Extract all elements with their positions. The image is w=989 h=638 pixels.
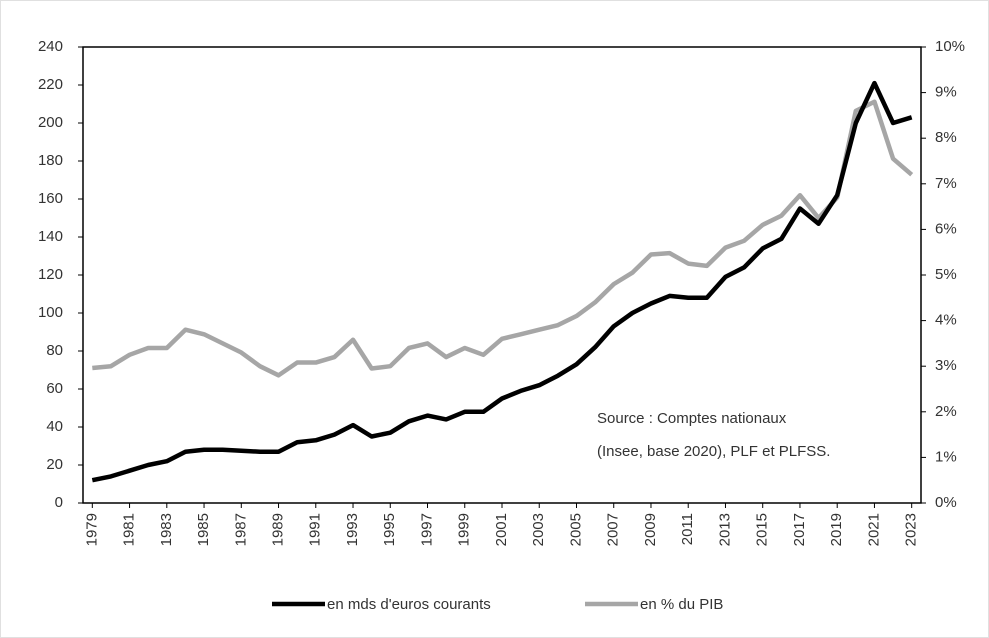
y2-tick-label: 1% (935, 448, 957, 465)
legend-label: en % du PIB (640, 596, 723, 613)
x-tick-label: 2021 (865, 513, 882, 546)
x-tick-label: 2005 (567, 513, 584, 546)
x-tick-label: 2001 (493, 513, 510, 546)
y-tick-label: 0 (55, 494, 63, 511)
y-tick-label: 160 (38, 190, 63, 207)
y2-tick-label: 2% (935, 403, 957, 420)
y-tick-label: 120 (38, 266, 63, 283)
y-tick-label: 220 (38, 76, 63, 93)
x-tick-label: 1989 (270, 513, 287, 546)
y2-tick-label: 7% (935, 175, 957, 192)
x-tick-label: 2019 (828, 513, 845, 546)
y-tick-label: 40 (46, 418, 63, 435)
y2-tick-label: 4% (935, 312, 957, 329)
series-line (91, 80, 913, 483)
x-tick-label: 2015 (754, 513, 771, 546)
y2-tick-label: 8% (935, 129, 957, 146)
x-tick-label: 2011 (679, 513, 696, 545)
x-tick-label: 2013 (716, 513, 733, 546)
x-tick-label: 1981 (121, 513, 138, 546)
legend-label: en mds d'euros courants (327, 596, 491, 613)
y2-tick-label: 3% (935, 357, 957, 374)
series-line (92, 99, 914, 378)
x-tick-label: 1997 (418, 513, 435, 546)
y2-tick-label: 6% (935, 220, 957, 237)
x-tick-label: 2009 (642, 513, 659, 546)
x-tick-label: 1985 (195, 513, 212, 546)
y-tick-label: 240 (38, 38, 63, 55)
x-tick-label: 2003 (530, 513, 547, 546)
x-tick-label: 1995 (381, 513, 398, 546)
y-tick-label: 20 (46, 456, 63, 473)
x-tick-label: 1999 (456, 513, 473, 546)
x-tick-label: 1979 (83, 513, 100, 546)
y-tick-label: 60 (46, 380, 63, 397)
x-tick-label: 2007 (605, 513, 622, 546)
x-tick-label: 1993 (344, 513, 361, 546)
x-tick-label: 1991 (307, 513, 324, 546)
x-tick-label: 2023 (903, 513, 920, 546)
y2-tick-label: 5% (935, 266, 957, 283)
y-tick-label: 80 (46, 342, 63, 359)
x-tick-label: 1987 (232, 513, 249, 546)
annotation: (Insee, base 2020), PLF et PLFSS. (597, 443, 830, 460)
x-tick-label: 2017 (791, 513, 808, 546)
y-tick-label: 140 (38, 228, 63, 245)
y2-tick-label: 0% (935, 494, 957, 511)
annotation: Source : Comptes nationaux (597, 410, 787, 427)
y-tick-label: 180 (38, 152, 63, 169)
y-tick-label: 100 (38, 304, 63, 321)
y-tick-label: 200 (38, 114, 63, 131)
y2-tick-label: 9% (935, 84, 957, 101)
x-tick-label: 1983 (158, 513, 175, 546)
y2-tick-label: 10% (935, 38, 965, 55)
